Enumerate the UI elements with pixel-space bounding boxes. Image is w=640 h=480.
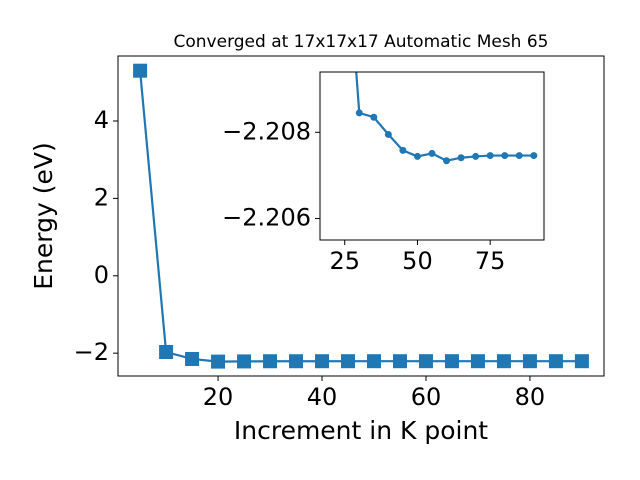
marker bbox=[211, 354, 226, 369]
chart-title: Converged at 17x17x17 Automatic Mesh 65 bbox=[174, 32, 549, 52]
x-tick-label: 40 bbox=[307, 383, 338, 411]
y-tick-label: −2.206 bbox=[222, 203, 311, 231]
y-axis-label: Energy (eV) bbox=[29, 142, 58, 289]
marker bbox=[341, 354, 356, 369]
series bbox=[133, 63, 589, 369]
x-tick-label: 75 bbox=[475, 247, 506, 275]
x-tick-label: 80 bbox=[515, 383, 546, 411]
axes-frame bbox=[117, 55, 605, 377]
marker bbox=[443, 157, 451, 165]
marker bbox=[530, 152, 538, 160]
marker bbox=[370, 113, 378, 121]
marker bbox=[159, 345, 174, 360]
marker bbox=[185, 351, 200, 366]
marker bbox=[413, 152, 421, 160]
marker bbox=[263, 354, 278, 369]
marker bbox=[457, 154, 465, 162]
y-tick-label: 0 bbox=[94, 261, 109, 289]
marker bbox=[515, 152, 523, 160]
marker bbox=[522, 354, 537, 369]
marker bbox=[496, 354, 511, 369]
marker bbox=[470, 354, 485, 369]
y-tick-label: −2.208 bbox=[222, 117, 311, 145]
marker bbox=[501, 152, 509, 160]
marker bbox=[384, 130, 392, 138]
x-axis-label: Increment in K point bbox=[234, 416, 488, 445]
marker bbox=[355, 109, 363, 117]
marker bbox=[444, 354, 459, 369]
axes-frame bbox=[319, 71, 545, 241]
marker bbox=[428, 149, 436, 157]
x-tick-label: 20 bbox=[203, 383, 234, 411]
marker bbox=[366, 354, 381, 369]
y-tick-label: 4 bbox=[94, 106, 109, 134]
marker bbox=[418, 354, 433, 369]
marker bbox=[315, 354, 330, 369]
marker bbox=[472, 152, 480, 160]
marker bbox=[574, 354, 589, 369]
marker bbox=[289, 354, 304, 369]
marker bbox=[548, 354, 563, 369]
marker bbox=[399, 146, 407, 154]
x-tick-label: 60 bbox=[411, 383, 442, 411]
x-tick-label: 25 bbox=[329, 247, 360, 275]
series bbox=[355, 72, 538, 165]
y-tick-label: −2 bbox=[74, 338, 109, 366]
marker bbox=[486, 152, 494, 160]
y-tick-label: 2 bbox=[94, 183, 109, 211]
marker bbox=[133, 63, 148, 78]
x-tick-label: 50 bbox=[402, 247, 433, 275]
marker bbox=[392, 354, 407, 369]
marker bbox=[237, 354, 252, 369]
